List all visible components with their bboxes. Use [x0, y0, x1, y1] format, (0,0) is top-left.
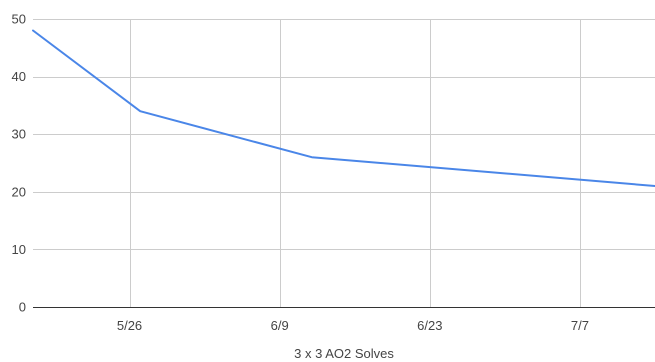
horizontal-gridlines [33, 19, 655, 250]
y-tick-label: 40 [12, 69, 26, 84]
vertical-gridlines [130, 19, 581, 307]
y-tick-label: 20 [12, 184, 26, 199]
x-axis-title: 3 x 3 AO2 Solves [294, 346, 394, 361]
y-tick-label: 10 [12, 242, 26, 257]
x-tick-label: 5/26 [117, 318, 142, 333]
x-tick-label: 6/23 [417, 318, 442, 333]
series-group [32, 29, 655, 187]
x-axis-tick-labels: 5/26 6/9 6/23 7/7 [117, 318, 589, 333]
y-tick-label: 0 [19, 300, 26, 315]
x-tick-label: 7/7 [571, 318, 589, 333]
series-line [32, 29, 655, 187]
y-axis-tick-labels: 0 10 20 30 40 50 [12, 12, 26, 315]
y-tick-label: 50 [12, 12, 26, 27]
x-tick-label: 6/9 [271, 318, 289, 333]
y-tick-label: 30 [12, 127, 26, 142]
